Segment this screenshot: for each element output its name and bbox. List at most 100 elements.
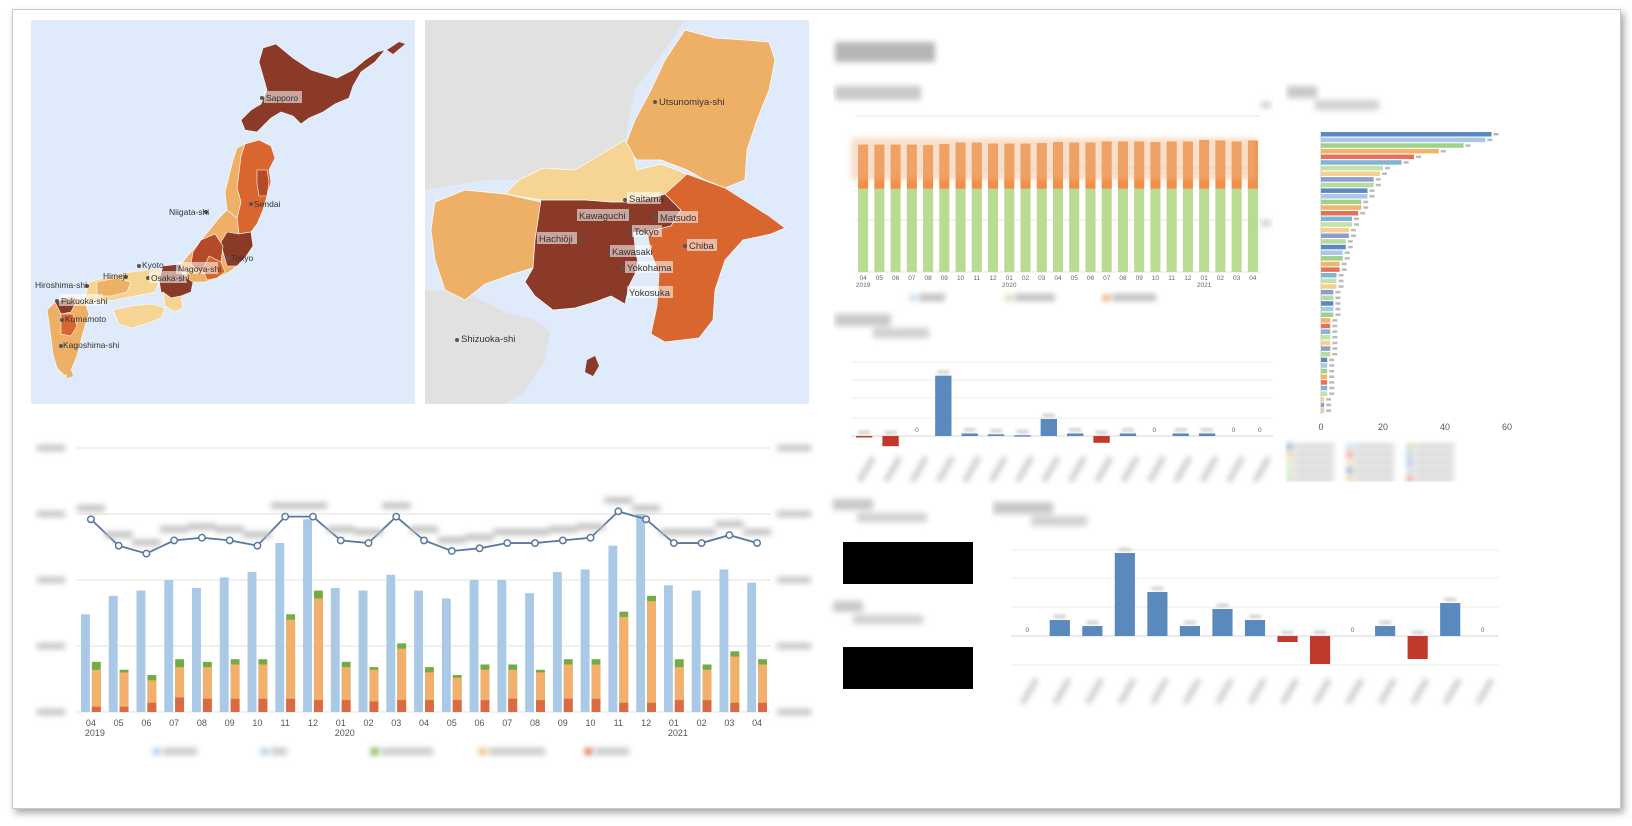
diff-x-label: [857, 455, 876, 483]
city-marker-utsunomiya[interactable]: Utsunomiya-shi: [653, 97, 724, 108]
city-marker-saitama[interactable]: Saitama: [623, 192, 665, 205]
city-marker-hachioji[interactable]: Hachiōji: [537, 232, 583, 245]
combo-bar-red: [341, 700, 351, 712]
japan-map[interactable]: Sapporo Sendai Niigata-shi Tokyo Kyoto N…: [31, 20, 415, 404]
diff-bar: [882, 436, 899, 447]
combo-bar-total: [358, 590, 368, 712]
diff-value-label: [1444, 598, 1457, 601]
monthly-combo-chart: 04 2019 05 06 07 08 09 10 11 12 01 2020 02 03 04 05 06 07…: [33, 430, 815, 770]
ranked-bar-label: [1329, 392, 1335, 395]
ranked-bar-label: [1332, 352, 1338, 356]
ranked-bar: [1321, 261, 1340, 267]
combo-line-point: [558, 536, 567, 545]
ranked-bar: [1321, 267, 1340, 272]
diff-value-label: [990, 429, 1003, 433]
stacked-bar-green: [858, 188, 869, 272]
city-marker-yokohama[interactable]: Yokohama: [621, 261, 673, 274]
ranked-legend-label: [1414, 444, 1454, 449]
city-marker-himeji[interactable]: Himeji: [103, 271, 128, 281]
stacked-bar-green: [1020, 188, 1031, 272]
ranked-bar-label: [1326, 398, 1332, 401]
combo-bar-orange: [619, 616, 629, 712]
stacked-monthly-chart: 04 2019 05 06 07 08 09 10 11 12 01 2020 02 03 04 05 06 07…: [833, 80, 1273, 310]
combo-point-label: [215, 526, 244, 533]
ranked-bar: [1321, 402, 1325, 408]
ranked-legend-label: [1294, 444, 1334, 449]
stacked-bar-orange: [890, 144, 901, 189]
stacked-x-tick: 11: [1168, 275, 1175, 282]
city-marker-tokyo[interactable]: Tokyo: [226, 253, 253, 263]
ranked-legend-label: [1354, 460, 1394, 465]
combo-bar-red: [230, 698, 240, 712]
stacked-bar-green: [1231, 188, 1242, 272]
city-marker-tokyo[interactable]: Tokyo: [628, 225, 662, 238]
ranked-bars: [1320, 132, 1499, 414]
combo-x-tick: 04: [86, 718, 96, 728]
stacked-bar-orange: [1215, 140, 1226, 189]
stacked-x-tick: 07: [908, 275, 916, 282]
city-marker-sapporo[interactable]: Sapporo: [260, 91, 302, 103]
stacked-bar-orange: [1150, 142, 1161, 189]
ranked-legend-label: [1414, 452, 1454, 457]
ranked-bar: [1321, 346, 1331, 351]
ranked-legend-swatch: [1407, 476, 1412, 481]
combo-line-point: [392, 512, 401, 521]
ranked-bar-label: [1440, 149, 1446, 153]
combo-x-tick: 01: [336, 718, 346, 728]
combo-bar-red: [425, 700, 434, 712]
combo-year-tick: 2021: [668, 728, 688, 738]
combo-legend-swatch: [479, 748, 486, 755]
city-marker-kawasaki[interactable]: Kawasaki: [608, 245, 653, 258]
diff-value-label: [884, 431, 897, 434]
city-marker-hiroshima[interactable]: Hiroshima-shi: [35, 280, 89, 290]
city-marker-niigata[interactable]: Niigata-shi: [169, 207, 209, 217]
ranked-bar-label: [1335, 296, 1341, 300]
city-marker-chiba[interactable]: Chiba: [683, 239, 717, 252]
ranked-bar-label: [1335, 307, 1341, 311]
dashboard-title: [835, 40, 945, 64]
city-marker-shizuoka[interactable]: Shizuoka-shi: [455, 334, 515, 345]
combo-point-label: [465, 534, 494, 541]
izu-island: [585, 356, 599, 376]
combo-year-tick: 2020: [335, 728, 355, 738]
ranked-bar-label: [1416, 155, 1421, 159]
combo-line-point: [420, 536, 428, 545]
ranked-bar-label: [1326, 409, 1332, 412]
combo-x-tick: 06: [141, 718, 151, 728]
stacked-bar-green: [1117, 188, 1128, 272]
city-marker-fukuoka[interactable]: Fukuoka-shi: [55, 294, 107, 306]
stacked-x-tick: 04: [860, 275, 868, 282]
combo-bar-red: [563, 698, 573, 712]
stacked-bar-orange: [1101, 141, 1112, 189]
city-marker-kyoto[interactable]: Kyoto: [137, 260, 164, 270]
stacked-year-tick: 2020: [1002, 282, 1017, 289]
ranked-bar: [1321, 210, 1359, 216]
svg-text:Kumamoto: Kumamoto: [65, 314, 106, 324]
ranked-bar: [1321, 233, 1349, 239]
combo-year-tick: 2019: [85, 728, 105, 738]
ranked-legend-swatch: [1287, 460, 1292, 465]
combo-bar-orange: [480, 669, 490, 712]
city-marker-matsudo[interactable]: Matsudo: [653, 211, 698, 224]
ranked-bar: [1321, 250, 1343, 255]
city-marker-kagoshima[interactable]: Kagoshima-shi: [59, 340, 119, 350]
ranked-legend-label: [1294, 468, 1334, 473]
city-marker-kumamoto[interactable]: Kumamoto: [60, 314, 106, 324]
combo-right-tick: [777, 511, 811, 517]
city-marker-osaka[interactable]: Osaka-shi: [146, 271, 189, 283]
combo-line-point: [142, 549, 151, 558]
combo-bar-orange: [286, 619, 296, 712]
ranked-legend-label: [1294, 460, 1334, 465]
kanto-map[interactable]: Utsunomiya-shi Saitama Kawaguchi Matsudo…: [425, 20, 809, 404]
ranked-bar-label: [1375, 183, 1381, 187]
ranked-bar-label: [1335, 302, 1341, 305]
city-marker-kawaguchi[interactable]: Kawaguchi: [577, 209, 631, 222]
svg-text:Shizuoka-shi: Shizuoka-shi: [461, 334, 515, 345]
combo-point-label: [76, 505, 105, 512]
combo-bar-total: [525, 593, 535, 712]
city-marker-sendai[interactable]: Sendai: [249, 199, 281, 209]
city-marker-yokosuka[interactable]: Yokosuka: [623, 286, 673, 299]
diff-bar: [935, 375, 952, 436]
diff-x-label: [1068, 455, 1087, 483]
